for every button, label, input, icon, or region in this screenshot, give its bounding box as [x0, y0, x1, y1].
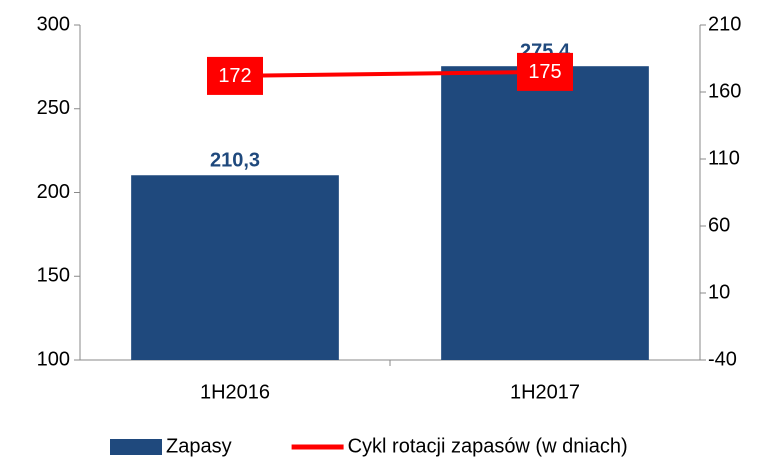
y2-tick-label: 10 [708, 281, 730, 303]
line-value-label: 175 [528, 61, 561, 83]
y-tick-label: 100 [37, 348, 70, 370]
y2-tick-label: 110 [708, 147, 740, 169]
legend-label: Cykl rotacji zapasów (w dniach) [348, 435, 628, 457]
y-tick-label: 250 [37, 97, 70, 119]
line-label-box [207, 56, 263, 95]
line [234, 69, 546, 78]
bar [441, 66, 649, 360]
legend-swatch [110, 439, 162, 455]
x-tick-label: 1H2017 [510, 381, 580, 403]
y-tick-label: 300 [37, 13, 70, 35]
y2-tick-label: 160 [708, 80, 741, 102]
y-tick-label: 150 [37, 265, 70, 287]
y2-tick-label: 60 [708, 214, 730, 236]
line-value-label: 172 [218, 65, 251, 87]
y2-tick-label: 210 [708, 13, 741, 35]
legend-label: Zapasy [166, 435, 232, 457]
y-tick-label: 200 [37, 181, 70, 203]
y2-tick-label: -40 [708, 348, 737, 370]
line-label-box [517, 52, 573, 91]
bar [131, 175, 339, 360]
bar-value-label: 210,3 [210, 150, 260, 172]
x-tick-label: 1H2016 [200, 381, 270, 403]
